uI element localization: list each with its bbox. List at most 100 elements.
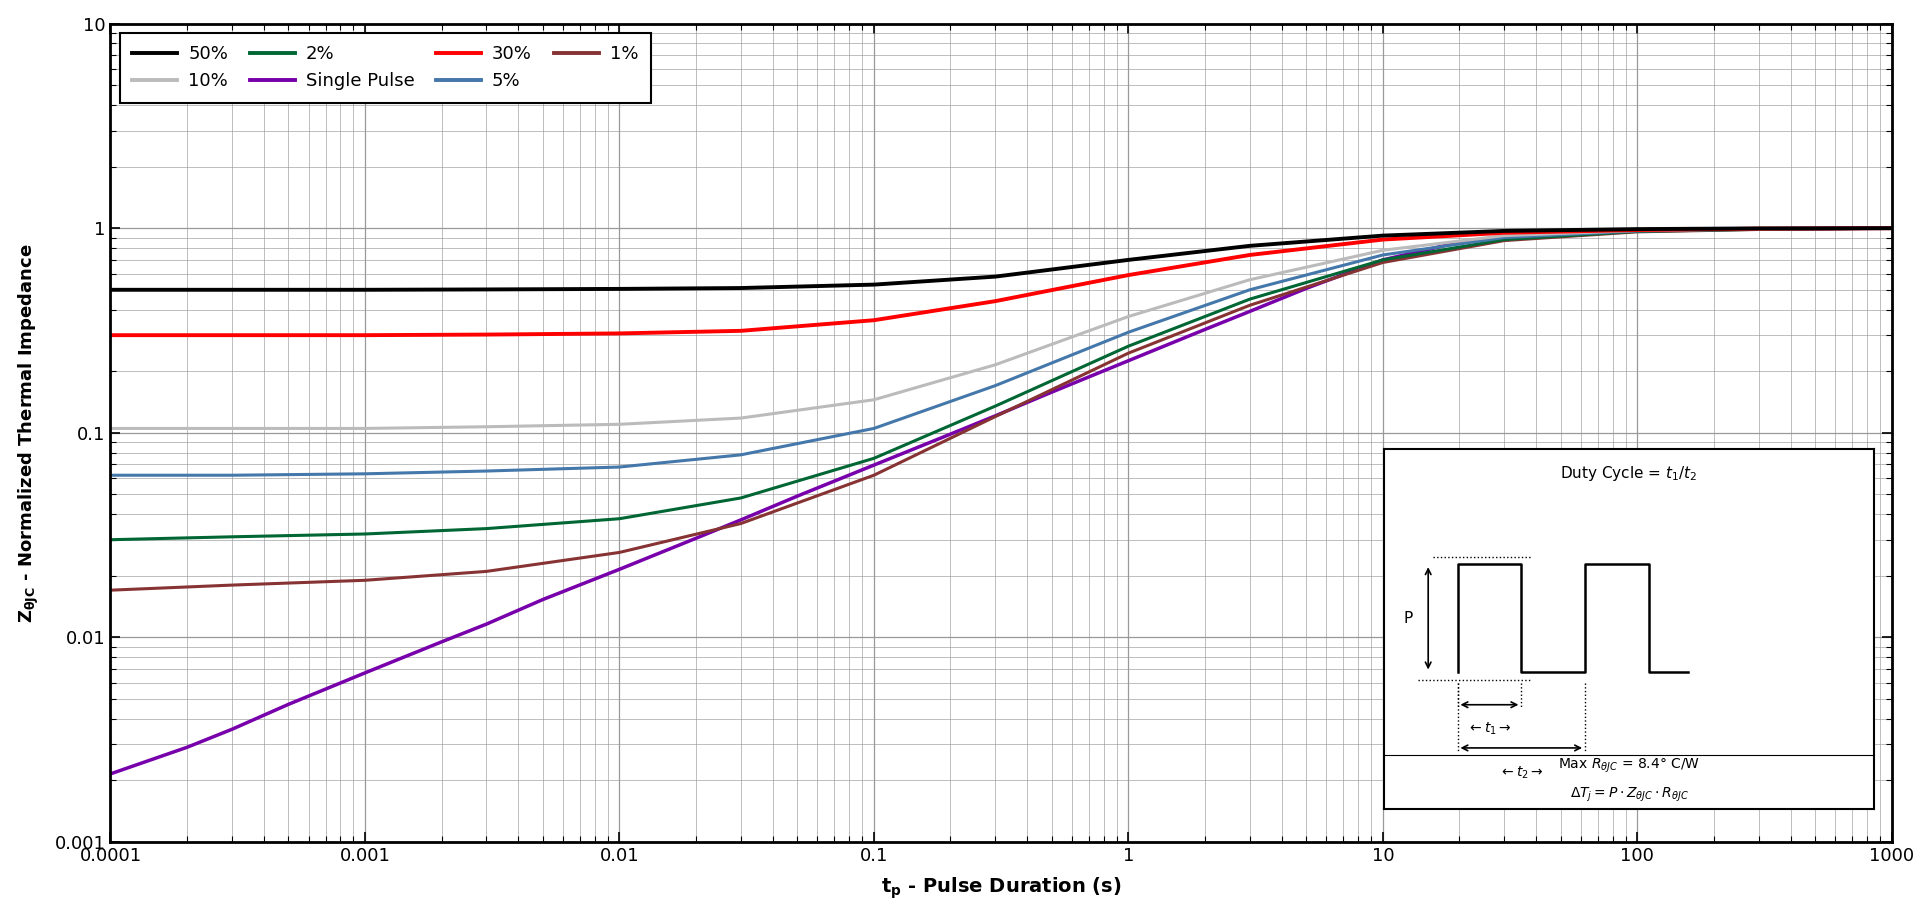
Single Pulse bbox=[1193, 324, 1216, 335]
Single Pulse bbox=[863, 460, 886, 471]
1% bbox=[220, 579, 243, 590]
Single Pulse bbox=[1625, 225, 1648, 236]
Single Pulse bbox=[276, 699, 299, 710]
Single Pulse bbox=[220, 723, 243, 734]
5% bbox=[730, 449, 753, 460]
5% bbox=[220, 470, 243, 481]
5% bbox=[1237, 285, 1260, 296]
50% bbox=[982, 271, 1006, 282]
2% bbox=[1625, 226, 1648, 237]
10% bbox=[1492, 230, 1515, 241]
30% bbox=[730, 325, 753, 336]
1% bbox=[1370, 257, 1393, 268]
50% bbox=[1116, 254, 1139, 265]
Y-axis label: $\mathbf{Z_{\theta JC}}$ - Normalized Thermal Impedance: $\mathbf{Z_{\theta JC}}$ - Normalized Th… bbox=[17, 243, 41, 622]
30% bbox=[353, 330, 376, 341]
Legend: 50%, 10%, 2%, Single Pulse, 30%, 5%, 1%: 50%, 10%, 2%, Single Pulse, 30%, 5%, 1% bbox=[120, 33, 650, 103]
50% bbox=[98, 285, 122, 296]
1% bbox=[1880, 223, 1903, 234]
Single Pulse bbox=[531, 594, 554, 605]
2% bbox=[1747, 224, 1770, 235]
10% bbox=[475, 421, 498, 432]
50% bbox=[1492, 226, 1515, 237]
Single Pulse bbox=[608, 564, 631, 575]
50% bbox=[608, 284, 631, 295]
30% bbox=[863, 315, 886, 326]
30% bbox=[608, 328, 631, 339]
1% bbox=[475, 565, 498, 577]
50% bbox=[220, 285, 243, 296]
Single Pulse bbox=[1448, 237, 1471, 248]
50% bbox=[353, 285, 376, 296]
30% bbox=[1625, 225, 1648, 236]
2% bbox=[863, 453, 886, 464]
5% bbox=[1116, 327, 1139, 338]
Single Pulse bbox=[1548, 227, 1571, 238]
30% bbox=[1237, 250, 1260, 261]
50% bbox=[863, 279, 886, 290]
1% bbox=[1625, 227, 1648, 238]
2% bbox=[1237, 294, 1260, 305]
Single Pulse bbox=[1702, 223, 1725, 234]
Single Pulse bbox=[1880, 223, 1903, 234]
1% bbox=[730, 518, 753, 529]
Single Pulse bbox=[1040, 386, 1063, 397]
30% bbox=[1880, 223, 1903, 234]
50% bbox=[1880, 223, 1903, 234]
5% bbox=[475, 465, 498, 476]
1% bbox=[1492, 235, 1515, 246]
1% bbox=[98, 585, 122, 596]
10% bbox=[1625, 225, 1648, 236]
10% bbox=[98, 423, 122, 434]
1% bbox=[353, 575, 376, 586]
1% bbox=[1116, 348, 1139, 359]
30% bbox=[98, 330, 122, 341]
5% bbox=[1370, 250, 1393, 261]
10% bbox=[730, 412, 753, 423]
10% bbox=[608, 419, 631, 430]
Single Pulse bbox=[176, 742, 199, 753]
Single Pulse bbox=[982, 410, 1006, 421]
2% bbox=[982, 400, 1006, 411]
5% bbox=[1747, 224, 1770, 235]
5% bbox=[982, 380, 1006, 391]
2% bbox=[730, 492, 753, 503]
30% bbox=[475, 329, 498, 340]
2% bbox=[475, 523, 498, 534]
Single Pulse bbox=[98, 768, 122, 779]
10% bbox=[1880, 223, 1903, 234]
5% bbox=[1625, 226, 1648, 237]
Single Pulse bbox=[730, 514, 753, 525]
2% bbox=[608, 513, 631, 524]
Line: 50%: 50% bbox=[110, 229, 1891, 290]
Line: 30%: 30% bbox=[110, 229, 1891, 335]
2% bbox=[1492, 234, 1515, 245]
2% bbox=[1116, 341, 1139, 352]
5% bbox=[98, 470, 122, 481]
5% bbox=[353, 468, 376, 479]
2% bbox=[353, 529, 376, 540]
30% bbox=[982, 296, 1006, 307]
Single Pulse bbox=[1293, 283, 1316, 294]
Single Pulse bbox=[430, 636, 454, 647]
30% bbox=[1116, 270, 1139, 281]
10% bbox=[1370, 245, 1393, 256]
50% bbox=[1747, 223, 1770, 234]
Line: 10%: 10% bbox=[110, 229, 1891, 429]
Single Pulse bbox=[475, 619, 498, 630]
1% bbox=[608, 547, 631, 558]
50% bbox=[1237, 241, 1260, 252]
5% bbox=[608, 462, 631, 473]
Line: 2%: 2% bbox=[110, 229, 1891, 540]
30% bbox=[1492, 228, 1515, 239]
30% bbox=[1747, 223, 1770, 234]
X-axis label: $\mathbf{t_p}$ - Pulse Duration (s): $\mathbf{t_p}$ - Pulse Duration (s) bbox=[880, 876, 1121, 901]
5% bbox=[863, 423, 886, 434]
1% bbox=[1747, 224, 1770, 235]
50% bbox=[1370, 230, 1393, 241]
5% bbox=[1880, 223, 1903, 234]
Single Pulse bbox=[1492, 231, 1515, 242]
5% bbox=[1492, 232, 1515, 243]
50% bbox=[475, 284, 498, 295]
Single Pulse bbox=[353, 667, 376, 678]
